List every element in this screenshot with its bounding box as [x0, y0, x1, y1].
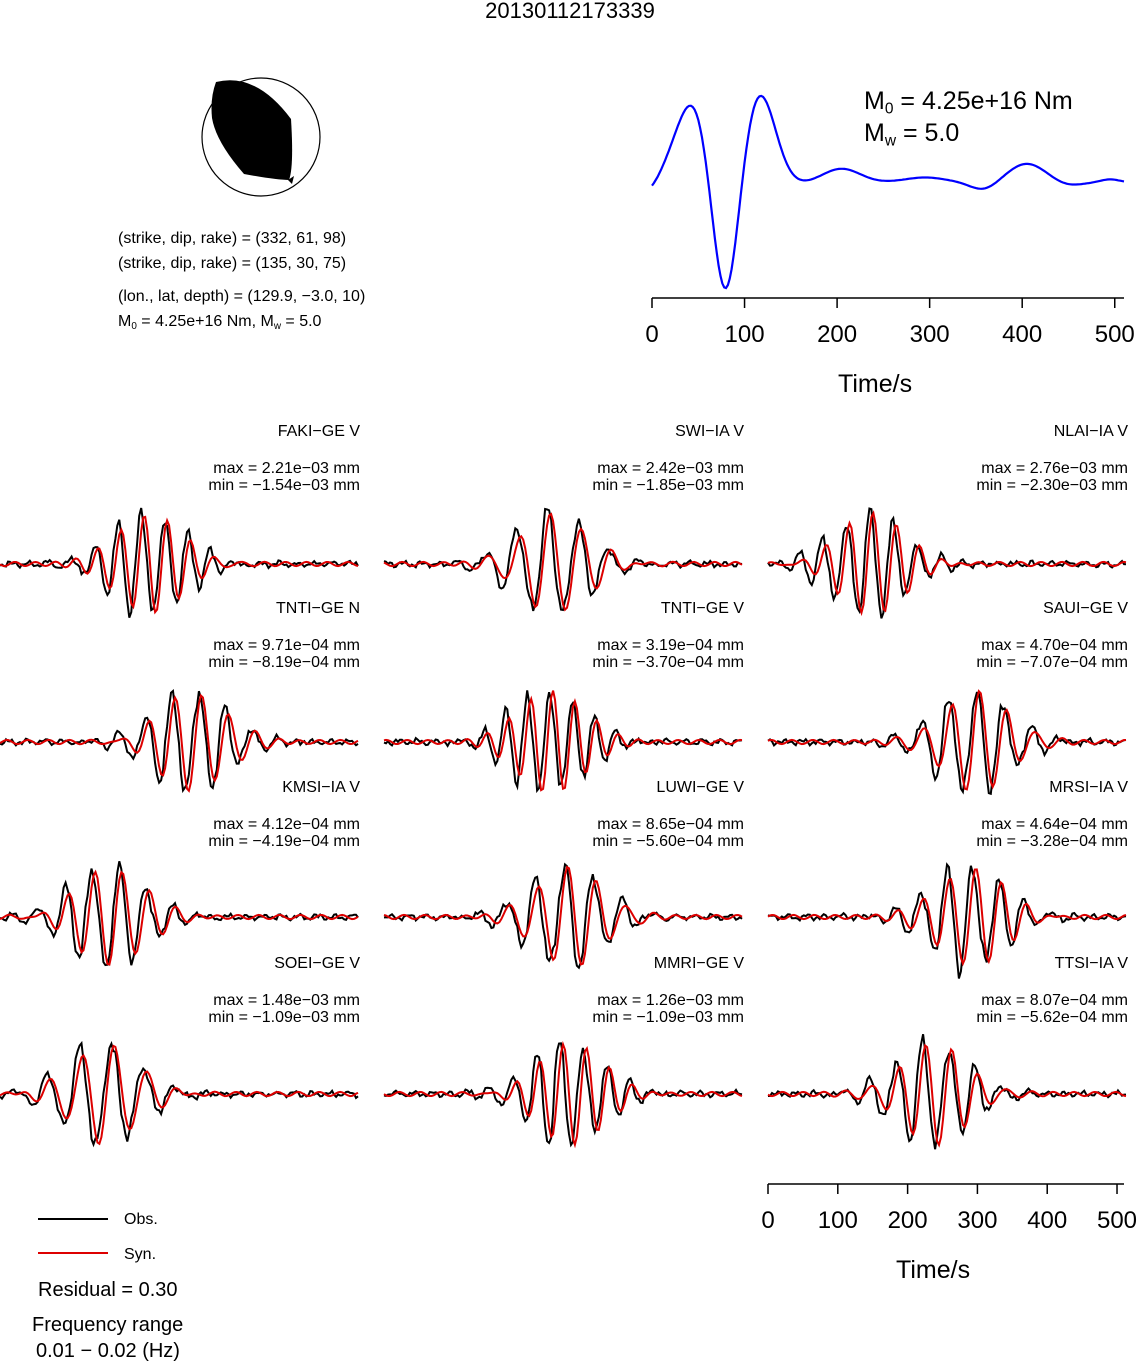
station-min: min = −5.62e−04 mm: [976, 1009, 1128, 1026]
syn-trace: [383, 1040, 743, 1149]
source-mw: 5.0: [299, 313, 322, 330]
station-max: max = 4.70e−04 mm: [981, 637, 1128, 654]
station-max: max = 4.64e−04 mm: [981, 816, 1128, 833]
obs-trace: [0, 689, 359, 794]
legend-syn-label: Syn.: [124, 1246, 157, 1263]
syn-trace: [767, 868, 1127, 967]
station-name: LUWI−GE V: [656, 779, 744, 796]
station-max: max = 2.21e−03 mm: [213, 460, 360, 477]
source-m0: 4.25e+16 Nm: [155, 313, 252, 330]
station-max: max = 1.48e−03 mm: [213, 992, 360, 1009]
stf-moment: M0 = 4.25e+16 Nm: [864, 87, 1073, 118]
figure-title: 20130112173339: [485, 0, 655, 23]
station-min: min = −5.60e−04 mm: [592, 833, 744, 850]
waveform-tick-label: 300: [957, 1207, 997, 1234]
source-moment-line: M0 = 4.25e+16 Nm, Mw = 5.0: [118, 313, 322, 332]
syn-trace: [383, 865, 743, 966]
station-min: min = −1.54e−03 mm: [208, 477, 360, 494]
stf-tick-label: 500: [1095, 321, 1135, 348]
station-name: MRSI−IA V: [1049, 779, 1128, 796]
syn-trace: [0, 693, 359, 793]
station-max: max = 8.07e−04 mm: [981, 992, 1128, 1009]
station-name: SWI−IA V: [675, 423, 744, 440]
station-name: FAKI−GE V: [277, 423, 360, 440]
stf-tick-label: 400: [1002, 321, 1042, 348]
station-min: min = −4.19e−04 mm: [208, 833, 360, 850]
station-name: SAUI−GE V: [1043, 600, 1128, 617]
syn-trace: [767, 689, 1126, 791]
station-name: SOEI−GE V: [274, 955, 360, 972]
obs-trace: [383, 862, 743, 970]
station-name: TNTI−GE N: [275, 600, 360, 617]
nodal-plane-1: (strike, dip, rake) = (332, 61, 98): [118, 230, 347, 247]
station-min: min = −2.30e−03 mm: [976, 477, 1128, 494]
stf-tick-label: 100: [725, 321, 765, 348]
station-name: MMRI−GE V: [653, 955, 744, 972]
obs-trace: [0, 861, 359, 967]
station-max: max = 9.71e−04 mm: [213, 637, 360, 654]
syn-trace: [0, 1044, 359, 1146]
waveform-tick-label: 200: [888, 1207, 928, 1234]
station-max: max = 8.65e−04 mm: [597, 816, 744, 833]
stf-tick-label: 300: [910, 321, 950, 348]
waveform-tick-label: 400: [1027, 1207, 1067, 1234]
syn-trace: [767, 1043, 1127, 1148]
syn-trace: [0, 515, 359, 615]
stf-xlabel: Time/s: [838, 370, 913, 398]
obs-trace: [383, 1042, 743, 1148]
focal-mechanism-beachball: [201, 77, 321, 197]
station-name: TTSI−IA V: [1054, 955, 1128, 972]
syn-trace: [383, 690, 743, 792]
station-name: KMSI−IA V: [282, 779, 360, 796]
stf-m0-value: 4.25e+16 Nm: [921, 87, 1073, 115]
syn-trace: [767, 510, 1127, 617]
station-min: min = −3.70e−04 mm: [592, 654, 744, 671]
frequency-range-label: Frequency range: [32, 1314, 184, 1336]
obs-trace: [383, 507, 743, 612]
waveform-tick-label: 0: [761, 1207, 774, 1234]
waveform-xlabel: Time/s: [896, 1256, 971, 1284]
station-max: max = 2.42e−03 mm: [597, 460, 744, 477]
stf-mw-value: 5.0: [924, 119, 960, 147]
station-min: min = −8.19e−04 mm: [208, 654, 360, 671]
stf-tick-label: 0: [645, 321, 658, 348]
stf-tick-label: 200: [817, 321, 857, 348]
nodal-plane-2: (strike, dip, rake) = (135, 30, 75): [118, 255, 347, 272]
residual-value: Residual = 0.30: [38, 1279, 178, 1301]
station-max: max = 3.19e−04 mm: [597, 637, 744, 654]
station-min: min = −1.09e−03 mm: [208, 1009, 360, 1026]
station-name: TNTI−GE V: [660, 600, 744, 617]
station-min: min = −1.09e−03 mm: [592, 1009, 744, 1026]
source-time-function-plot: 0 100 200 300 400 500: [645, 94, 1135, 348]
station-max: max = 2.76e−03 mm: [981, 460, 1128, 477]
station-name: NLAI−IA V: [1053, 423, 1128, 440]
station-min: min = −1.85e−03 mm: [592, 477, 744, 494]
source-location: (lon., lat, depth) = (129.9, −3.0, 10): [118, 288, 366, 305]
station-max: max = 1.26e−03 mm: [597, 992, 744, 1009]
frequency-range-value: 0.01 − 0.02 (Hz): [36, 1340, 180, 1362]
legend-obs-label: Obs.: [124, 1211, 158, 1228]
waveform-tick-label: 500: [1097, 1207, 1137, 1234]
obs-trace: [383, 690, 743, 794]
station-max: max = 4.12e−04 mm: [213, 816, 360, 833]
syn-trace: [0, 869, 359, 966]
waveform-tick-label: 100: [818, 1207, 858, 1234]
stf-magnitude: Mw = 5.0: [864, 119, 960, 150]
syn-trace: [383, 512, 743, 612]
stf-waveform: [651, 94, 1125, 290]
station-min: min = −3.28e−04 mm: [976, 833, 1128, 850]
station-min: min = −7.07e−04 mm: [976, 654, 1128, 671]
